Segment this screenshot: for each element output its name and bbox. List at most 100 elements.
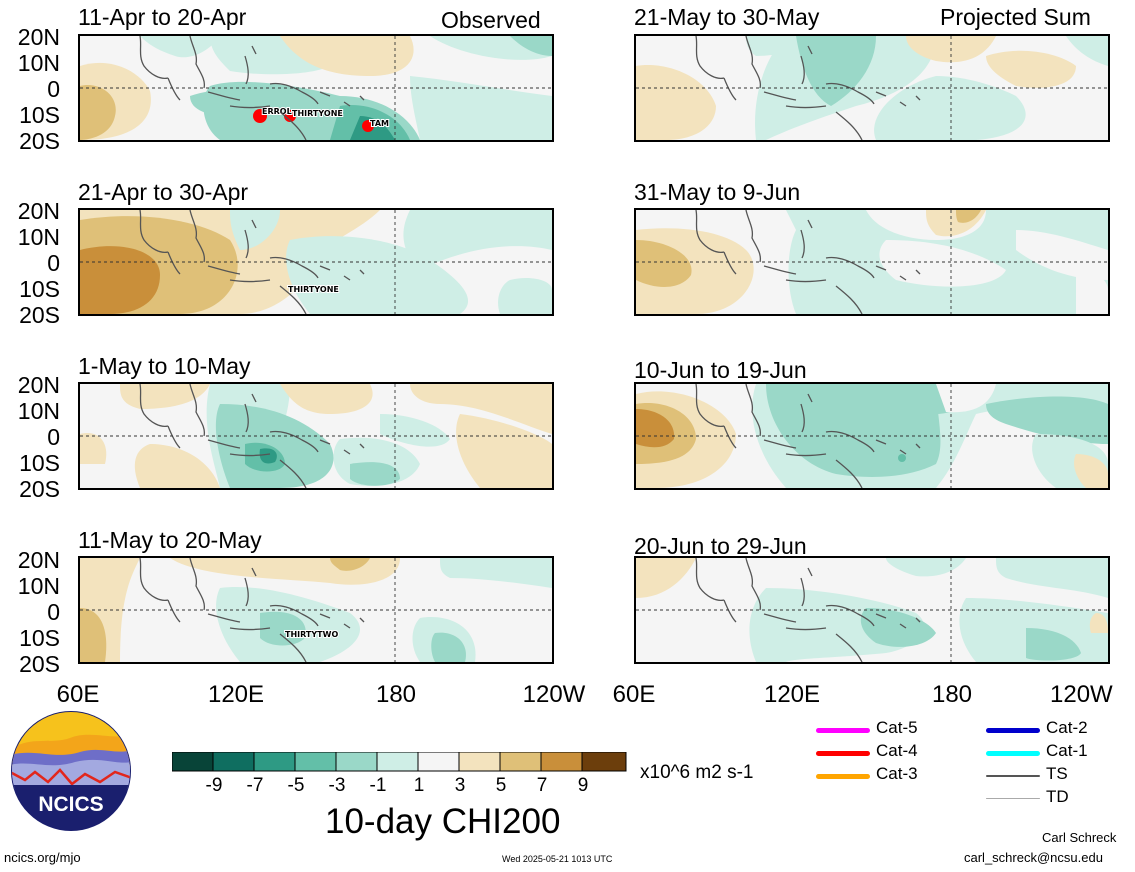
lat-10s: 10S [19, 102, 60, 128]
coastline [207, 91, 241, 101]
anomaly-contour [996, 558, 1108, 598]
anomaly-contour [380, 414, 450, 447]
legend-label-ts: TS [1046, 764, 1068, 783]
coastline [785, 627, 827, 631]
colorbar-bin [458, 751, 501, 772]
coastline [251, 567, 257, 577]
coastline [785, 279, 827, 283]
colorbar-label: 9 [577, 775, 589, 796]
coastline [723, 251, 737, 275]
map-field-2: THIRTYONE [80, 210, 552, 314]
lon-60e: 60E [56, 681, 100, 708]
lat-10s: 10S [19, 276, 60, 302]
observed-label: Observed [441, 7, 541, 33]
coastline [835, 285, 863, 314]
projected-sum-label: Projected Sum [940, 4, 1091, 30]
lon-60e: 60E [612, 681, 656, 708]
lat-10s: 10S [19, 625, 60, 651]
anomaly-contour [410, 384, 552, 434]
anomaly-contour [1076, 270, 1108, 314]
anomaly-contour [636, 409, 675, 448]
coastline [915, 269, 921, 275]
anomaly-contour [636, 240, 692, 287]
legend-label-cat1: Cat-1 [1046, 741, 1088, 760]
anomaly-contour [879, 240, 1006, 287]
coastline [189, 558, 206, 611]
colorbar-label: -7 [246, 775, 264, 796]
coastline [915, 443, 921, 449]
coastline [835, 111, 863, 140]
coastline [279, 459, 307, 488]
anomaly-contour [1026, 628, 1081, 661]
coastline [745, 558, 762, 611]
map-panel-7 [634, 382, 1110, 490]
lat-20n: 20N [17, 547, 60, 573]
map-panel-6 [634, 208, 1110, 316]
coastline [279, 285, 307, 314]
anomaly-contour [215, 404, 334, 488]
coastline [319, 91, 331, 97]
coastline [279, 111, 307, 140]
colorbar-bin [212, 751, 255, 772]
coastline [875, 91, 887, 97]
lat-10n: 10N [17, 398, 60, 424]
coastline [279, 633, 307, 662]
panel-title-1: 11-Apr to 20-Apr [78, 4, 247, 30]
lat-10n: 10N [17, 224, 60, 250]
coastline [167, 425, 181, 449]
storm-label-tam: TAM [370, 119, 389, 128]
coastline [229, 279, 271, 283]
colorbar-bin [171, 751, 214, 772]
coastline [269, 82, 319, 105]
coastline [899, 101, 907, 107]
coastline [825, 604, 875, 627]
coastline [167, 77, 181, 101]
coastline [139, 558, 169, 602]
colorbar-label: 1 [413, 775, 425, 796]
coastline [359, 617, 365, 623]
panel-title-3: 1-May to 10-May [78, 353, 251, 379]
colorbar-bin [581, 751, 627, 772]
coastline [875, 265, 887, 271]
anomaly-contour [636, 558, 696, 598]
anomaly-contour [796, 36, 876, 106]
lat-20s: 20S [19, 476, 60, 502]
coastline [807, 393, 813, 403]
lat-20s: 20S [19, 651, 60, 677]
lat-0: 0 [47, 76, 60, 102]
anomaly-contour [350, 462, 400, 486]
colorbar-label: -3 [328, 775, 346, 796]
coastline [899, 623, 907, 629]
anomaly-contour [1089, 613, 1108, 633]
coastline [244, 55, 249, 85]
coastline [875, 439, 887, 445]
logo-text: NCICS [38, 793, 103, 816]
coastline [785, 453, 827, 457]
anomaly-contour [766, 384, 941, 477]
map-panel-2: THIRTYONE [78, 208, 554, 316]
legend-label-cat5: Cat-5 [876, 718, 918, 737]
map-panel-5 [634, 34, 1110, 142]
coastline [763, 439, 797, 449]
map-panel-3 [78, 382, 554, 490]
anomaly-contour [440, 558, 552, 588]
footer-email: carl_schreck@ncsu.edu [964, 850, 1103, 865]
map-panel-4: THIRTYTWO [78, 556, 554, 664]
map-field-3 [80, 384, 552, 488]
panel-title-6: 31-May to 9-Jun [634, 179, 801, 205]
anomaly-contour [280, 384, 373, 414]
map-panel-8 [634, 556, 1110, 664]
coastline [695, 210, 725, 254]
coastline [695, 558, 725, 602]
anomaly-contour [230, 210, 280, 250]
coastline [695, 36, 725, 80]
coastline [763, 265, 797, 275]
anomaly-contour [80, 433, 107, 464]
colorbar-bin [376, 751, 419, 772]
panel-title-4: 11-May to 20-May [78, 527, 262, 553]
lon-120e: 120E [207, 681, 265, 708]
legend-label-cat3: Cat-3 [876, 764, 918, 783]
lat-10s: 10S [19, 450, 60, 476]
storm-label-thirtyone: THIRTYONE [288, 285, 339, 294]
map-field-4: THIRTYTWO [80, 558, 552, 662]
